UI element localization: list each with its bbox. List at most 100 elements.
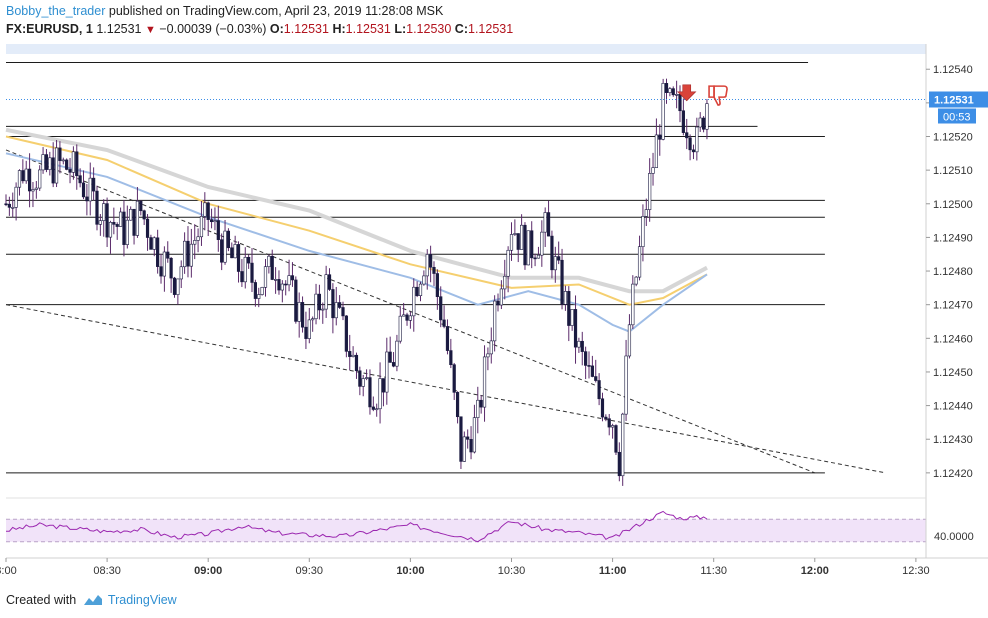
candle-body: [247, 256, 251, 264]
candle-body: [14, 186, 18, 208]
candle-body: [570, 309, 574, 326]
candle-body: [307, 319, 311, 339]
candle-body: [472, 417, 477, 453]
candle-body: [466, 436, 470, 440]
high-label: H:: [332, 22, 346, 36]
candle-body: [304, 326, 308, 339]
candle-body: [338, 302, 342, 308]
candle-body: [617, 451, 621, 477]
time-tick-label: 12:00: [801, 565, 829, 577]
low-label: L:: [394, 22, 407, 36]
candle-body: [675, 94, 679, 96]
ema-blue-line: [5, 152, 708, 333]
close-value: 1.12531: [468, 22, 514, 36]
candle-body: [610, 425, 615, 428]
candle-body: [445, 326, 450, 351]
candle-body: [105, 203, 109, 238]
candle-body: [553, 256, 557, 271]
candle-body: [385, 351, 389, 393]
candle-body: [520, 224, 524, 250]
candle-body: [381, 378, 386, 393]
candle-body: [250, 262, 254, 283]
candle-body: [550, 235, 554, 271]
candle-body: [701, 117, 706, 130]
candle-body: [469, 439, 473, 453]
candle-body: [331, 289, 335, 319]
candle-body: [31, 189, 35, 192]
arrow-down-icon: [677, 84, 697, 102]
candle-body: [108, 221, 113, 238]
candle-body: [536, 254, 541, 259]
tradingview-brand[interactable]: TradingView: [107, 593, 177, 607]
time-tick-label: 09:30: [296, 565, 324, 577]
candle-body: [415, 286, 419, 296]
candle-body: [557, 256, 561, 261]
candle-body: [189, 243, 193, 267]
candle-body: [24, 168, 28, 182]
tradingview-logo-icon: [83, 593, 103, 610]
candle-body: [7, 203, 11, 208]
candle-body: [607, 418, 611, 428]
candle-body: [412, 286, 416, 317]
candle-body: [348, 351, 352, 357]
symbol-name: FX:EURUSD, 1: [6, 22, 93, 36]
candle-body: [493, 300, 497, 342]
candle-body: [668, 88, 672, 93]
candle-body: [27, 168, 32, 192]
candle-body: [671, 88, 675, 96]
candle-body: [152, 237, 156, 250]
candle-body: [658, 134, 662, 140]
price-tick-label: 1.12420: [933, 468, 973, 480]
candle-body: [543, 212, 547, 233]
candle-body: [102, 203, 106, 221]
candle-body: [580, 340, 584, 352]
candle-body: [405, 314, 409, 321]
username[interactable]: Bobby_the_trader: [6, 4, 106, 18]
current-price-badge: [929, 91, 988, 108]
candle-body: [324, 274, 328, 310]
candle-body: [422, 275, 426, 285]
published-text: published on TradingView.com, April 23, …: [108, 4, 444, 18]
publish-info: Bobby_the_trader published on TradingVie…: [6, 4, 443, 18]
candle-body: [590, 365, 594, 377]
candle-body: [38, 169, 42, 189]
candle-body: [71, 151, 75, 173]
candle-body: [388, 351, 392, 363]
candle-body: [226, 230, 231, 249]
close-label: C:: [454, 22, 468, 36]
candle-body: [115, 224, 119, 227]
candle-body: [61, 159, 65, 162]
trend-line: [5, 304, 886, 474]
candle-body: [129, 208, 133, 221]
rsi-pane: [5, 510, 926, 543]
candle-body: [499, 288, 503, 306]
candle-body: [429, 254, 433, 268]
time-tick-label: 8:00: [0, 565, 17, 577]
candle-body: [664, 83, 669, 93]
open-label: O:: [269, 22, 284, 36]
candle-body: [257, 294, 261, 299]
candle-body: [253, 282, 257, 299]
candle-body: [206, 202, 210, 220]
candle-body: [156, 237, 160, 267]
countdown-label: 00:53: [943, 112, 971, 124]
candle-body: [213, 220, 217, 223]
candle-body: [267, 255, 271, 267]
candle-body: [503, 275, 507, 290]
candle-body: [159, 266, 163, 277]
time-tick-label: 09:00: [194, 565, 222, 577]
candle-body: [21, 170, 25, 182]
price-tick-label: 1.12470: [933, 300, 973, 312]
symbol-info: FX:EURUSD, 1 1.12531 ▼ −0.00039 (−0.03%)…: [6, 22, 513, 36]
candle-body: [634, 276, 638, 285]
candle-body: [573, 309, 578, 348]
candle-body: [51, 157, 55, 184]
time-tick-label: 12:30: [902, 565, 930, 577]
candle-body: [230, 247, 234, 259]
price-tick-label: 1.12520: [933, 132, 973, 144]
candle-body: [203, 202, 207, 217]
time-tick-label: 10:30: [498, 565, 526, 577]
candle-body: [654, 134, 659, 168]
candle-body: [314, 293, 318, 320]
